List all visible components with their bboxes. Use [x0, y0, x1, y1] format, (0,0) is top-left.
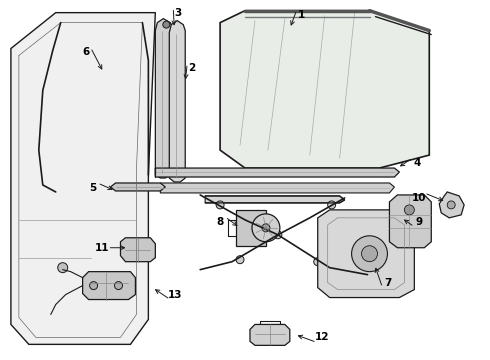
Polygon shape	[169, 21, 185, 182]
Circle shape	[163, 21, 170, 28]
Polygon shape	[11, 13, 155, 345]
Text: 4: 4	[414, 158, 421, 168]
Text: 10: 10	[412, 193, 427, 203]
Circle shape	[58, 263, 68, 273]
Circle shape	[352, 236, 388, 272]
Circle shape	[328, 201, 336, 209]
Text: 1: 1	[298, 10, 305, 20]
Circle shape	[447, 201, 455, 209]
Circle shape	[252, 214, 280, 242]
Circle shape	[115, 282, 122, 289]
Polygon shape	[318, 210, 415, 298]
Circle shape	[404, 205, 415, 215]
Circle shape	[362, 246, 377, 262]
Text: 11: 11	[95, 243, 110, 253]
Polygon shape	[83, 272, 135, 300]
Text: 12: 12	[315, 332, 329, 342]
Polygon shape	[111, 183, 165, 191]
Text: 13: 13	[168, 289, 182, 300]
Polygon shape	[220, 11, 429, 168]
Polygon shape	[155, 168, 399, 177]
Polygon shape	[250, 324, 290, 345]
Text: 5: 5	[89, 183, 96, 193]
Polygon shape	[155, 19, 173, 178]
Circle shape	[262, 224, 270, 232]
Polygon shape	[236, 210, 266, 246]
Text: 9: 9	[416, 217, 423, 227]
Circle shape	[274, 231, 282, 239]
Text: 3: 3	[174, 8, 182, 18]
Polygon shape	[439, 192, 464, 218]
Polygon shape	[160, 183, 394, 193]
Text: 2: 2	[189, 63, 196, 73]
Circle shape	[236, 256, 244, 264]
Polygon shape	[205, 196, 344, 203]
Polygon shape	[121, 238, 155, 262]
Circle shape	[314, 258, 322, 266]
Polygon shape	[390, 195, 431, 248]
Text: 8: 8	[217, 217, 224, 227]
Text: 6: 6	[82, 48, 89, 58]
Circle shape	[216, 201, 224, 209]
Text: 7: 7	[384, 278, 391, 288]
Circle shape	[90, 282, 98, 289]
